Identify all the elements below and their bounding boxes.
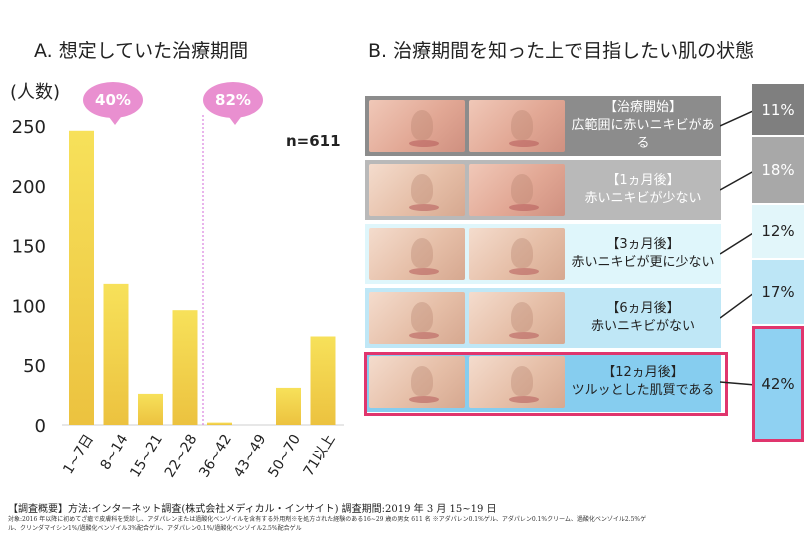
face-photo-front <box>369 100 465 152</box>
stage-description: 広範囲に赤いニキビがある <box>571 118 715 151</box>
stage-caption: 【3ヵ月後】赤いニキビが更に少ない <box>567 228 719 280</box>
stage-description: 赤いニキビがない <box>590 319 695 334</box>
stage-caption: 【治療開始】広範囲に赤いニキビがある <box>567 100 719 152</box>
footer-note-1: 対象:2016 年以降に初めてざ瘡で皮膚科を受診し、アダパレンまたは過酸化ベンゾ… <box>8 516 647 523</box>
bar <box>310 336 336 425</box>
connector-line <box>720 292 755 319</box>
stage-caption: 【1ヵ月後】赤いニキビが少ない <box>567 164 719 216</box>
y-tick-label: 50 <box>23 356 46 377</box>
stage-row: 【治療開始】広範囲に赤いニキビがある <box>365 96 721 156</box>
x-tick-label: 43~49 <box>231 432 270 481</box>
x-tick-label: 22~28 <box>162 432 201 481</box>
stage-description: 赤いニキビが更に少ない <box>571 255 715 270</box>
bar <box>276 387 301 425</box>
x-tick-label: 50~70 <box>265 432 304 481</box>
face-photo-front <box>369 164 465 216</box>
face-photo-side <box>469 100 565 152</box>
percent-box: 18% <box>752 137 804 203</box>
survey-footer: 【調査概要】方法:インターネット調査(株式会社メディカル・インサイト) 調査期間… <box>8 500 804 533</box>
percent-box: 42% <box>752 325 804 442</box>
x-tick-label: 1~7日 <box>60 432 97 477</box>
stage-row: 【3ヵ月後】赤いニキビが更に少ない <box>365 224 721 284</box>
stage-table: 【治療開始】 広範囲に赤いニキビがある 【1ヵ月後】 赤いニキビが少ない 【3ヵ月後】赤… <box>364 96 733 420</box>
stage-caption: 【12ヵ月後】ツルッとした肌質である <box>567 356 719 408</box>
connector-line <box>720 109 755 127</box>
bar <box>69 130 94 425</box>
panel-b-title: B. 治療期間を知った上で目指したい肌の状態 <box>368 40 755 62</box>
stage-label: 【6ヵ月後】 <box>606 301 680 316</box>
panel-a-title: A. 想定していた治療期間 <box>34 40 249 62</box>
y-tick-label: 150 <box>12 237 46 258</box>
stage-caption: 【6ヵ月後】 赤いニキビがない <box>567 292 719 344</box>
face-photo-side <box>469 164 565 216</box>
percent-box: 17% <box>752 260 804 324</box>
footer-note-2: ル、クリンダマイシン1%/過酸化ベンゾイル3%配合ゲル、アダパレン0.1%/過酸… <box>8 525 302 532</box>
stage-label: 【3ヵ月後】 <box>606 237 680 252</box>
y-axis-label: (人数) <box>10 82 60 103</box>
percent-column: 11% 18% 12% 17% 42% <box>752 84 804 444</box>
x-tick-label: 36~42 <box>196 432 235 481</box>
callout-40-percent: 40% <box>83 82 143 125</box>
bar <box>207 422 232 425</box>
face-photo-side <box>469 292 565 344</box>
bar <box>172 310 198 425</box>
face-photo-front <box>369 228 465 280</box>
face-photo-side <box>469 356 565 408</box>
percent-box: 11% <box>752 84 804 136</box>
connector-line <box>720 170 755 191</box>
face-photo-front <box>369 356 465 408</box>
bar <box>103 283 129 425</box>
x-tick-label: 15~21 <box>127 432 166 481</box>
stage-description: ツルッとした肌質である <box>571 383 715 398</box>
stage-label: 【治療開始】 <box>603 100 682 115</box>
stage-row: 【12ヵ月後】ツルッとした肌質である <box>365 352 721 412</box>
stage-row: 【1ヵ月後】赤いニキビが少ない <box>365 160 721 220</box>
y-tick-label: 250 <box>12 117 46 138</box>
face-photo-side <box>469 228 565 280</box>
y-tick-label: 100 <box>12 296 46 317</box>
connector-line <box>720 381 755 386</box>
stage-label: 【12ヵ月後】 <box>602 365 684 380</box>
stage-description: 赤いニキビが少ない <box>584 191 702 206</box>
percent-box: 12% <box>752 204 804 259</box>
callout-82-percent: 82% <box>203 82 263 125</box>
bar-chart: (人数) n=611 0 50 100 150 200 250 1~7日 8~1415~21… <box>10 82 344 481</box>
stage-label: 【1ヵ月後】 <box>606 173 680 188</box>
face-photo-front <box>369 292 465 344</box>
footer-main-text: 【調査概要】方法:インターネット調査(株式会社メディカル・インサイト) 調査期間… <box>8 504 497 515</box>
stage-row: 【6ヵ月後】 赤いニキビがない <box>365 288 721 348</box>
stage-connectors <box>720 109 755 386</box>
x-tick-label: 71以上 <box>301 432 339 479</box>
y-tick-label: 200 <box>12 177 46 198</box>
y-tick-label: 0 <box>35 416 46 437</box>
connector-line <box>720 231 755 255</box>
bar <box>138 393 163 425</box>
x-tick-label: 8~14 <box>98 432 132 473</box>
n-label: n=611 <box>286 132 341 150</box>
highlight-frame <box>364 352 728 416</box>
